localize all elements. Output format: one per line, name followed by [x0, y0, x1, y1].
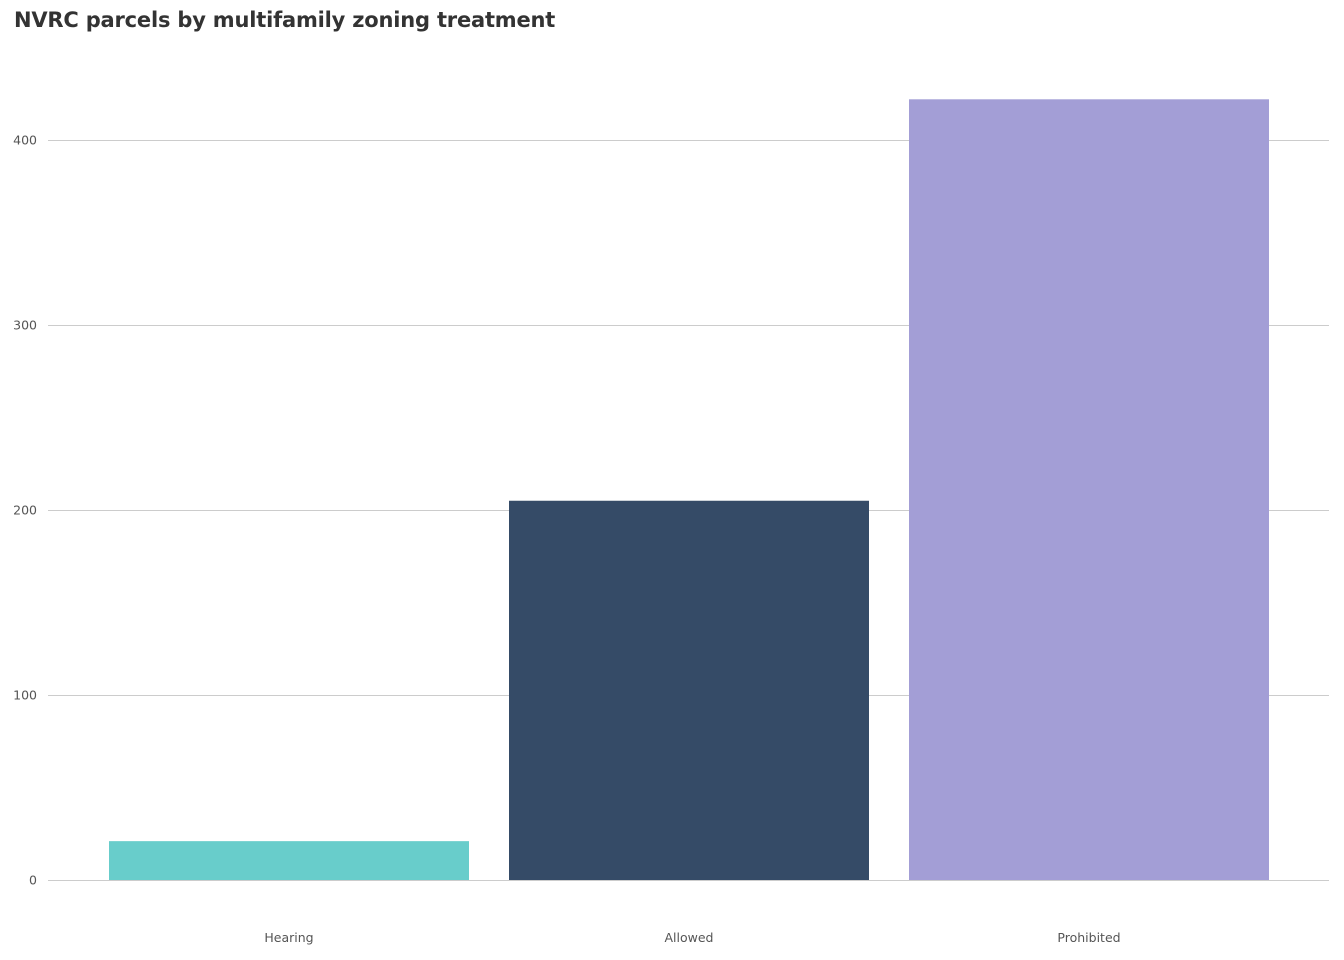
x-category-label: Prohibited — [1057, 930, 1120, 945]
bar-allowed[interactable] — [509, 500, 869, 880]
bars — [109, 99, 1269, 881]
y-tick-label: 0 — [29, 873, 37, 888]
x-category-label: Allowed — [665, 930, 714, 945]
chart-title: NVRC parcels by multifamily zoning treat… — [14, 8, 556, 32]
y-tick-label: 300 — [13, 318, 37, 333]
y-tick-label: 200 — [13, 503, 37, 518]
y-tick-label: 400 — [13, 133, 37, 148]
y-axis-tick-labels: 0 100 200 300 400 — [13, 133, 37, 888]
x-category-label: Hearing — [264, 930, 313, 945]
y-tick-label: 100 — [13, 688, 37, 703]
bar-prohibited[interactable] — [909, 99, 1269, 881]
bar-hearing[interactable] — [109, 841, 469, 880]
x-axis-category-labels: Hearing Allowed Prohibited — [264, 930, 1120, 945]
